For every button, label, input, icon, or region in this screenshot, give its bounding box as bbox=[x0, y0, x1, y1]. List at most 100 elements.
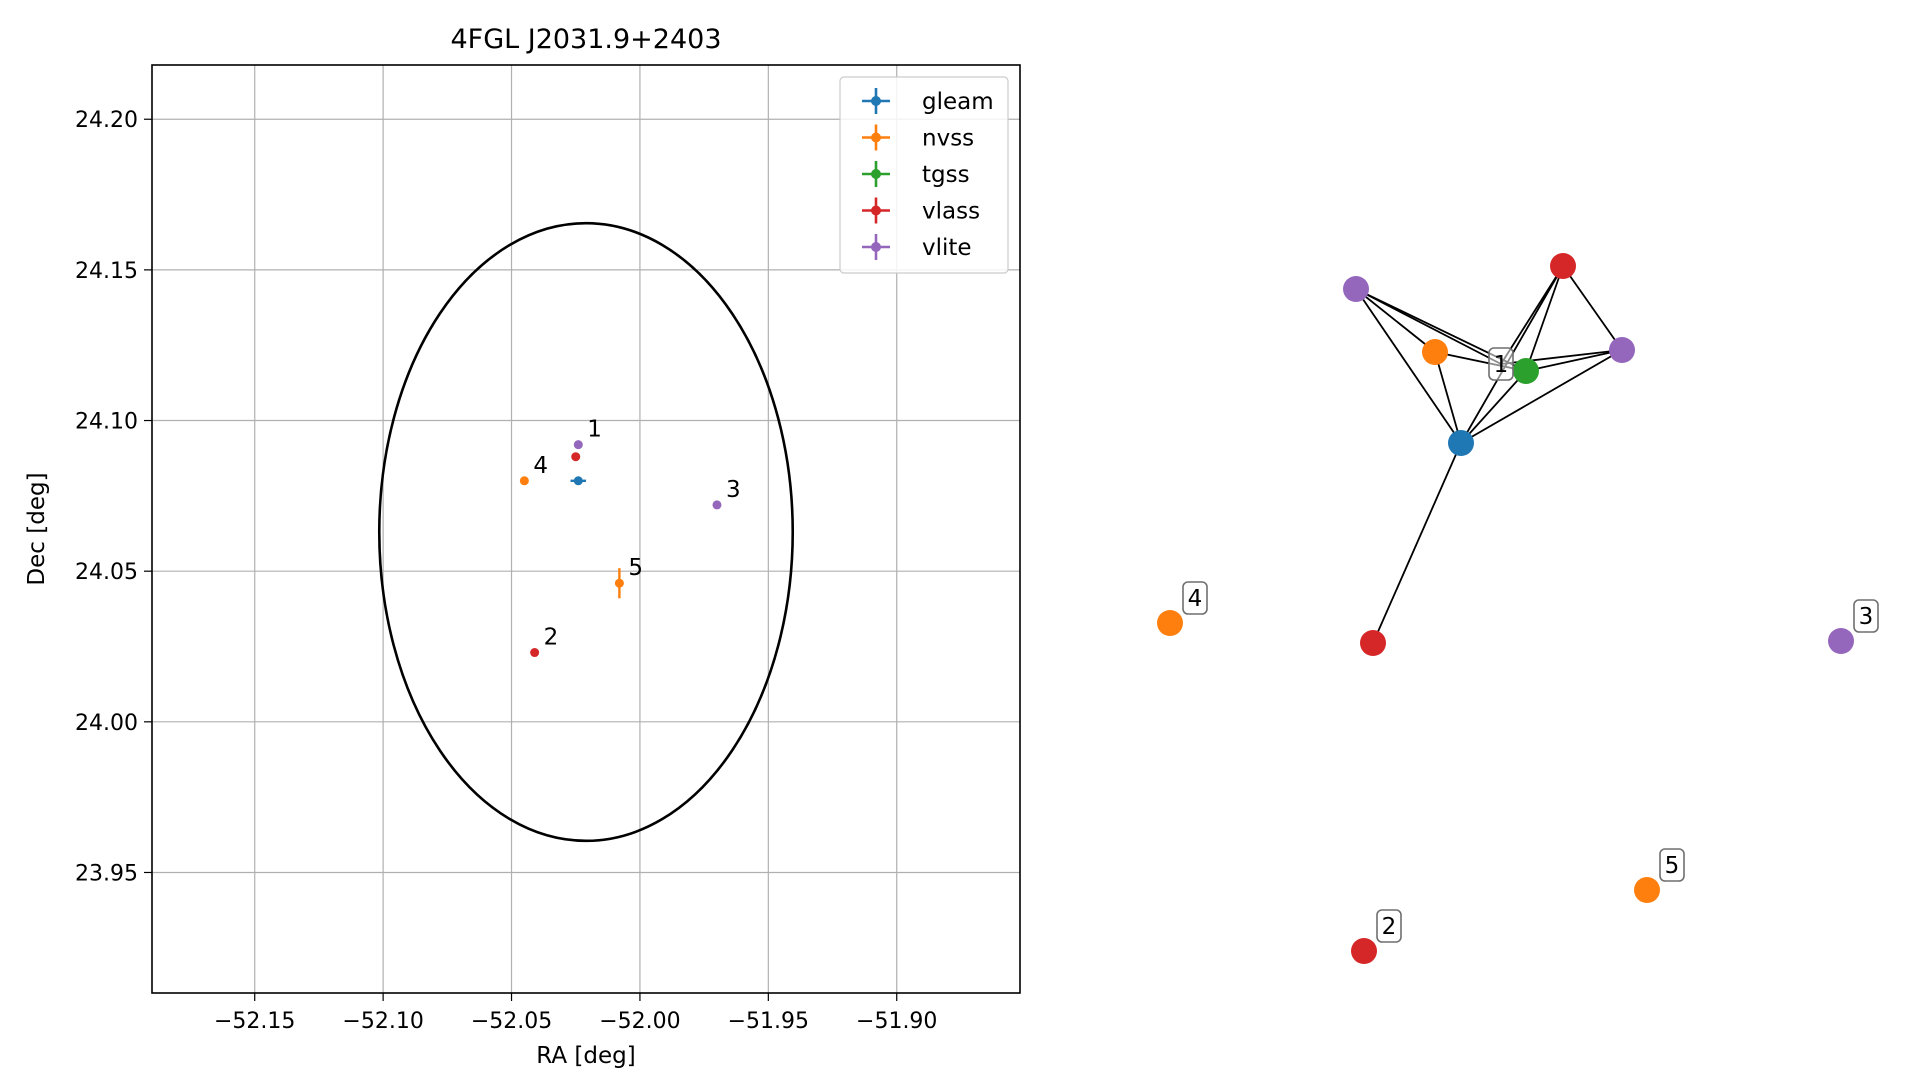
network-node bbox=[1422, 339, 1448, 365]
point-marker bbox=[571, 452, 581, 462]
legend-marker bbox=[871, 169, 881, 179]
node-label-3: 3 bbox=[1853, 599, 1879, 633]
point-label: 4 bbox=[533, 453, 548, 479]
network-edge bbox=[1355, 288, 1462, 444]
legend-marker bbox=[871, 96, 881, 106]
label-text: 2 bbox=[1382, 914, 1397, 940]
network-edge bbox=[1460, 370, 1527, 444]
legend-box bbox=[839, 76, 1009, 274]
point-nvss: 5 bbox=[614, 555, 643, 599]
network-node bbox=[1448, 430, 1474, 456]
y-tick-label: 24.05 bbox=[75, 560, 138, 585]
y-axis-ticks: 23.95 24.00 24.05 24.10 24.15 24.20 bbox=[75, 108, 152, 886]
x-tick-label: −52.00 bbox=[599, 1009, 680, 1034]
legend-marker bbox=[871, 132, 881, 143]
legend: gleam nvss tgss vlass vlite bbox=[839, 76, 1009, 274]
point-gleam bbox=[570, 476, 586, 486]
legend-label: vlass bbox=[922, 199, 980, 225]
label-text: 4 bbox=[1188, 586, 1203, 612]
point-marker bbox=[519, 476, 529, 486]
label-text: 5 bbox=[1665, 853, 1680, 879]
network-edge bbox=[1460, 349, 1623, 444]
network-nodes bbox=[1157, 253, 1854, 964]
network-node bbox=[1609, 337, 1635, 363]
point-label: 1 bbox=[587, 417, 602, 443]
point-marker bbox=[530, 648, 540, 658]
network-edge bbox=[1562, 265, 1623, 351]
point-marker bbox=[573, 440, 583, 450]
point-label: 5 bbox=[628, 555, 643, 581]
network-labels: 4 3 5 2 1 bbox=[1182, 347, 1879, 943]
network-node bbox=[1513, 358, 1539, 384]
legend-label: gleam bbox=[922, 89, 994, 115]
x-tick-label: −52.05 bbox=[471, 1009, 552, 1034]
label-box bbox=[1488, 347, 1514, 381]
label-text: 3 bbox=[1859, 604, 1874, 630]
x-tick-label: −52.10 bbox=[342, 1009, 423, 1034]
network-edge bbox=[1355, 288, 1436, 353]
network-node bbox=[1634, 877, 1660, 903]
error-ellipse bbox=[377, 221, 795, 843]
x-tick-label: −51.95 bbox=[728, 1009, 809, 1034]
network-edge bbox=[1355, 288, 1502, 365]
network-edge bbox=[1372, 442, 1462, 644]
y-tick-label: 24.00 bbox=[75, 711, 138, 736]
x-tick-label: −52.15 bbox=[214, 1009, 295, 1034]
point-vlass bbox=[571, 452, 581, 462]
legend-entry-vlass: vlass bbox=[862, 197, 980, 225]
network-edge bbox=[1500, 265, 1564, 365]
label-text: 1 bbox=[1494, 352, 1509, 378]
node-label-4: 4 bbox=[1182, 581, 1208, 615]
legend-marker bbox=[871, 242, 881, 252]
point-vlass: 2 bbox=[530, 625, 558, 658]
point-vlite: 3 bbox=[712, 477, 741, 510]
network-edge bbox=[1525, 265, 1564, 372]
chart-title: 4FGL J2031.9+2403 bbox=[450, 24, 721, 55]
legend-label: tgss bbox=[922, 162, 970, 188]
point-label: 3 bbox=[726, 477, 741, 503]
node-label-2: 2 bbox=[1376, 909, 1402, 943]
network-edges bbox=[1355, 265, 1623, 644]
network-node bbox=[1343, 276, 1369, 302]
group-label-1: 1 bbox=[1488, 347, 1514, 381]
y-tick-label: 24.10 bbox=[75, 410, 138, 435]
point-label: 2 bbox=[544, 625, 559, 651]
node-label-5: 5 bbox=[1659, 848, 1685, 882]
legend-label: vlite bbox=[922, 235, 972, 261]
legend-entry-gleam: gleam bbox=[862, 88, 994, 115]
network-node bbox=[1360, 630, 1386, 656]
network-node bbox=[1351, 938, 1377, 964]
plot-frame bbox=[151, 64, 1021, 994]
point-marker bbox=[614, 578, 624, 588]
network-panel: 4 3 5 2 1 bbox=[1157, 253, 1879, 964]
network-node bbox=[1157, 610, 1183, 636]
point-vlite: 1 bbox=[573, 417, 602, 450]
y-tick-label: 24.20 bbox=[75, 108, 138, 133]
label-box bbox=[1853, 599, 1879, 633]
data-points-layer: 4 5 2 1 3 bbox=[519, 417, 741, 658]
network-edge bbox=[1525, 349, 1623, 372]
network-edge bbox=[1434, 351, 1462, 444]
legend-label: nvss bbox=[922, 126, 974, 152]
y-tick-label: 24.15 bbox=[75, 259, 138, 284]
point-nvss: 4 bbox=[519, 453, 548, 486]
legend-entry-nvss: nvss bbox=[862, 124, 974, 152]
y-tick-label: 23.95 bbox=[75, 861, 138, 886]
network-node bbox=[1828, 628, 1854, 654]
label-box bbox=[1182, 581, 1208, 615]
y-axis-title: Dec [deg] bbox=[24, 472, 50, 585]
x-axis-title: RA [deg] bbox=[536, 1043, 635, 1069]
legend-entry-vlite: vlite bbox=[862, 234, 972, 261]
legend-marker bbox=[871, 205, 881, 216]
legend-entry-tgss: tgss bbox=[862, 161, 970, 188]
point-marker bbox=[712, 500, 722, 510]
x-axis-ticks: −52.15 −52.10 −52.05 −52.00 −51.95 −51.90 bbox=[214, 993, 937, 1034]
x-tick-label: −51.90 bbox=[856, 1009, 937, 1034]
label-box bbox=[1659, 848, 1685, 882]
error-ellipse-layer bbox=[377, 221, 795, 843]
point-marker bbox=[573, 476, 583, 486]
label-box bbox=[1376, 909, 1402, 943]
network-node bbox=[1550, 253, 1576, 279]
